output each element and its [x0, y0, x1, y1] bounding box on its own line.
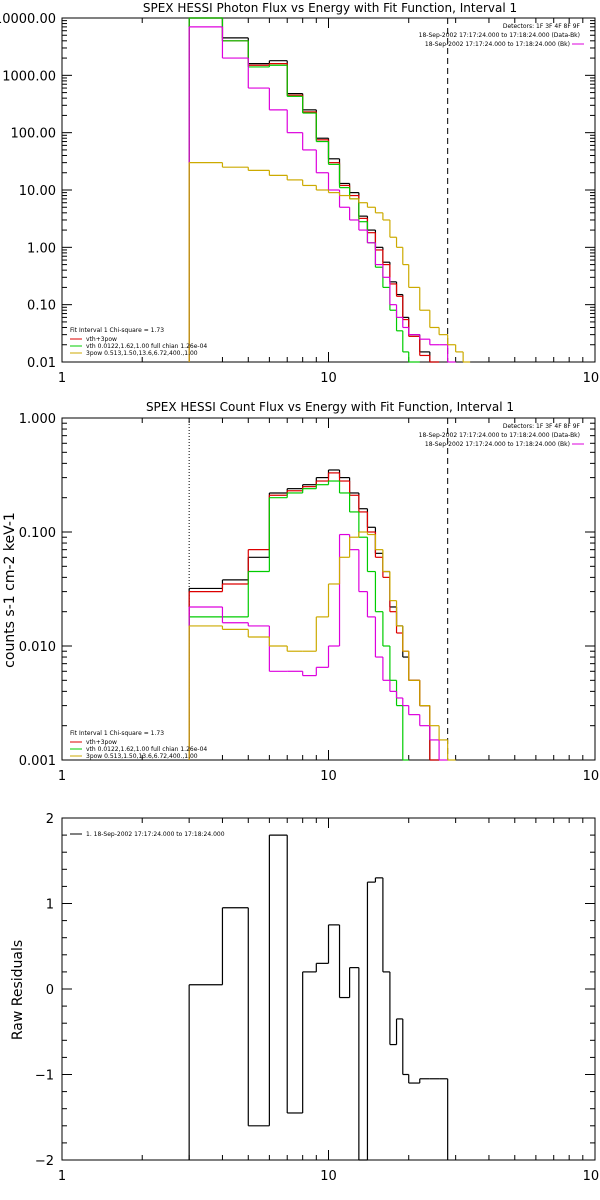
y-tick-label: 0	[46, 983, 54, 998]
legend: Fit Interval 1 Chi-square = 1.73 vth+3po…	[70, 730, 207, 760]
x-tick-label: 1	[58, 1169, 66, 1184]
axes	[61, 817, 596, 1161]
info-line-2: 18-Sep-2002 17:17:24.000 to 17:18:24.000…	[425, 41, 570, 48]
info-line-2: 18-Sep-2002 17:17:24.000 to 17:18:24.000…	[425, 441, 570, 448]
y-tick-label: 0.100	[19, 526, 56, 541]
plot-frame	[61, 817, 596, 1161]
y-tick-label: 1	[46, 898, 54, 913]
series-group	[188, 834, 449, 1161]
series-3	[188, 533, 448, 761]
y-tick-label: 0.010	[19, 640, 56, 655]
legend-entry-0: Fit Interval 1 Chi-square = 1.73	[70, 327, 164, 334]
detector-info: Detectors: 1F 3F 4F 8F 9F 18-Sep-2002 17…	[419, 23, 584, 48]
count-flux-panel: SPEX HESSI Count Flux vs Energy with Fit…	[2, 400, 600, 784]
legend: 1. 18-Sep-2002 17:17:24.000 to 17:18:24.…	[70, 831, 225, 838]
series-group	[188, 469, 456, 761]
legend-entry-1: vth+3pow	[86, 336, 117, 343]
y-tick-label: 10000.00	[0, 12, 56, 27]
y-tick-label: 1000.00	[2, 69, 56, 84]
y-tick-labels: 1.000 0.100 0.010 0.001	[19, 412, 56, 769]
x-tick-label: 100	[583, 769, 600, 784]
chart-title: SPEX HESSI Count Flux vs Energy with Fit…	[146, 400, 514, 414]
y-tick-labels: 10000.00 1000.00 100.00 10.00 1.00 0.10 0.01	[0, 12, 56, 371]
x-tick-label: 10	[320, 1169, 337, 1184]
series-0	[188, 469, 440, 761]
axes	[61, 17, 596, 363]
series-group	[188, 17, 471, 363]
x-tick-labels: 1 10 100	[58, 371, 600, 386]
residuals-panel: Raw Residuals 210−1−2 110100 1. 18-Sep-2…	[10, 812, 600, 1184]
info-line-1: 18-Sep-2002 17:17:24.000 to 17:18:24.000…	[419, 32, 580, 39]
photon-flux-panel: SPEX HESSI Photon Flux vs Energy with Fi…	[0, 1, 600, 386]
series-0	[188, 834, 449, 1161]
x-tick-label: 100	[583, 1169, 600, 1184]
legend-entry-3: 3pow 0.513,1.50,13.6,6.72,400.,1.00	[86, 350, 198, 357]
info-line-0: Detectors: 1F 3F 4F 8F 9F	[503, 423, 581, 430]
x-tick-labels: 1 10 100	[58, 769, 600, 784]
legend-entry-3: 3pow 0.513,1.50,13.6,6.72,400.,1.00	[86, 753, 198, 760]
y-tick-label: 0.10	[27, 299, 56, 314]
info-line-1: 18-Sep-2002 17:17:24.000 to 17:18:24.000…	[419, 432, 580, 439]
series-0	[188, 17, 440, 363]
series-4	[188, 531, 456, 761]
detector-info: Detectors: 1F 3F 4F 8F 9F 18-Sep-2002 17…	[419, 423, 584, 448]
legend-entry-0: Fit Interval 1 Chi-square = 1.73	[70, 730, 164, 737]
y-tick-label: −2	[35, 1154, 54, 1169]
y-tick-label: 0.001	[19, 754, 56, 769]
legend-entry-1: vth+3pow	[86, 739, 117, 746]
x-tick-labels: 1 10 100	[58, 1169, 600, 1184]
y-tick-label: 1.000	[19, 412, 56, 427]
series-2	[188, 17, 420, 363]
axes	[61, 417, 596, 761]
series-3	[188, 26, 456, 363]
y-tick-label: 0.01	[27, 356, 56, 371]
series-4	[188, 162, 471, 363]
y-tick-label: 1.00	[27, 241, 56, 256]
y-axis-label: Raw Residuals	[10, 940, 26, 1040]
x-tick-label: 100	[583, 371, 600, 386]
legend-entry-0: 1. 18-Sep-2002 17:17:24.000 to 17:18:24.…	[86, 831, 225, 838]
x-tick-label: 10	[320, 769, 337, 784]
legend: Fit Interval 1 Chi-square = 1.73 vth+3po…	[70, 327, 207, 357]
y-tick-label: 2	[46, 812, 54, 827]
y-tick-label: 100.00	[11, 127, 57, 142]
chart-title: SPEX HESSI Photon Flux vs Energy with Fi…	[143, 1, 517, 15]
y-tick-label: 10.00	[19, 184, 56, 199]
series-1	[188, 17, 440, 363]
x-tick-label: 1	[58, 371, 66, 386]
y-tick-label: −1	[35, 1069, 54, 1084]
info-line-0: Detectors: 1F 3F 4F 8F 9F	[503, 23, 581, 30]
x-tick-label: 10	[320, 371, 337, 386]
x-tick-label: 1	[58, 769, 66, 784]
legend-entry-2: vth 0.0122,1.62,1.00 full chian 1.26e-04	[86, 343, 207, 350]
legend-entry-2: vth 0.0122,1.62,1.00 full chian 1.26e-04	[86, 746, 207, 753]
y-tick-labels: 2 1 0 −1 −2	[35, 812, 54, 1169]
y-axis-label: counts s-1 cm-2 keV-1	[2, 512, 18, 668]
